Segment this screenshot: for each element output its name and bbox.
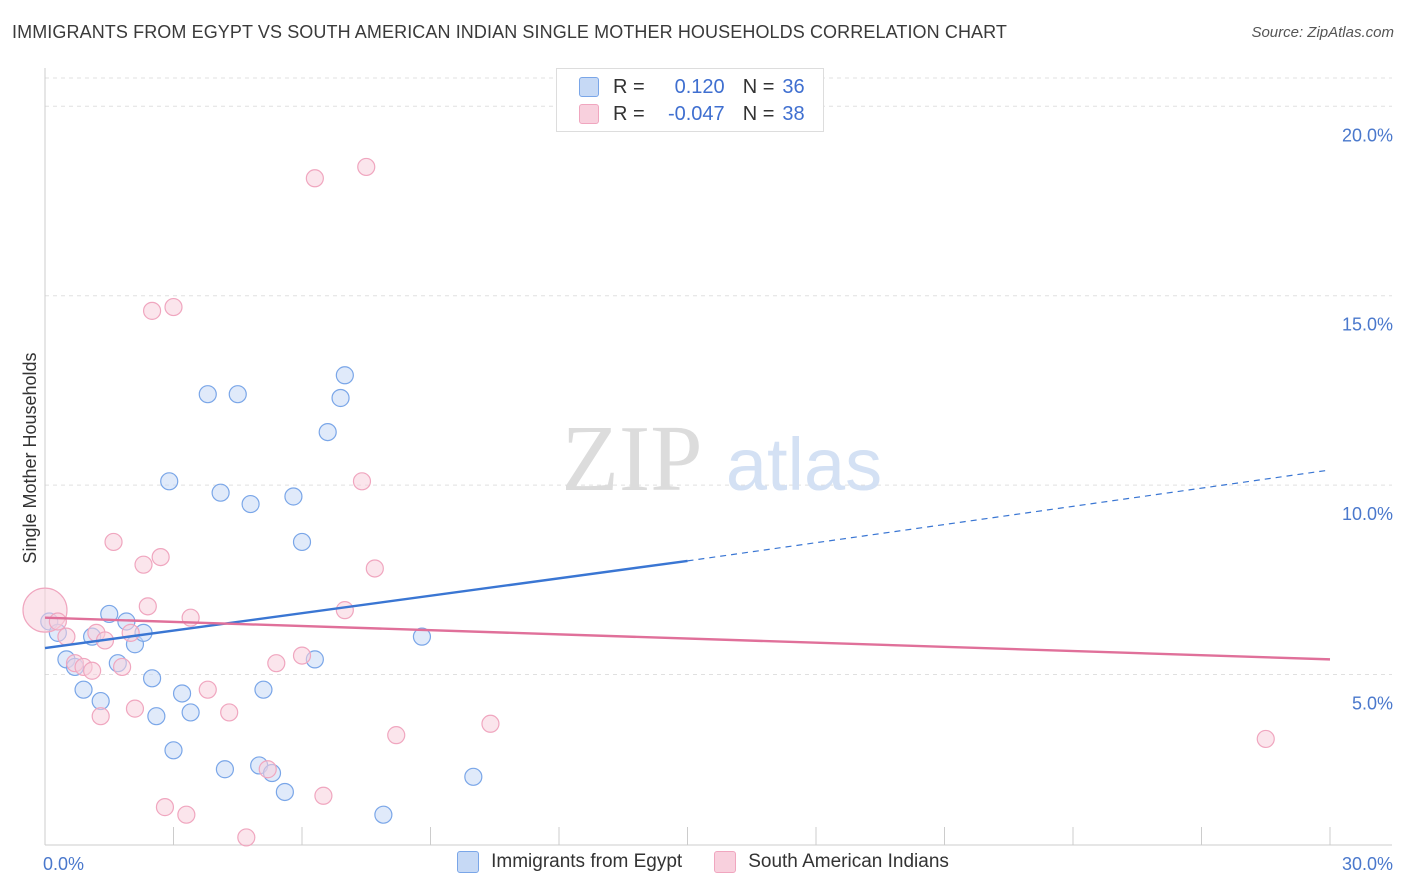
data-point [138, 597, 157, 616]
watermark-atlas: atlas [726, 423, 882, 506]
data-point [142, 301, 162, 320]
data-point [1256, 729, 1275, 749]
data-point [121, 623, 140, 642]
watermark-zip: ZIP [562, 407, 703, 511]
n-label: N = [742, 75, 775, 98]
data-point [220, 703, 239, 722]
legend-label-south-american: South American Indians [748, 851, 949, 872]
trend-line-extension-0 [687, 469, 1331, 562]
stats-legend-row-south-american: R = -0.047 N = 38 [579, 102, 805, 126]
data-point [198, 680, 217, 699]
r-label: R = [613, 102, 645, 125]
data-point [112, 657, 132, 677]
data-point [83, 661, 102, 680]
n-value-egypt: 36 [782, 75, 805, 98]
egypt-swatch-icon [579, 77, 599, 97]
y-tick-label: 5.0% [1352, 694, 1393, 714]
data-point [91, 707, 110, 726]
data-point [374, 805, 393, 824]
data-point [57, 627, 76, 646]
r-value-south-american: -0.047 [667, 102, 725, 125]
data-point [292, 646, 312, 665]
data-point [74, 680, 93, 699]
south-american-legend-swatch-icon [714, 851, 737, 873]
y-tick-label: 20.0% [1342, 125, 1393, 145]
data-point [292, 532, 312, 552]
data-point [237, 828, 256, 847]
watermark: ZIP atlas [562, 407, 883, 511]
data-point [284, 487, 303, 506]
data-point [160, 472, 179, 491]
data-point [318, 422, 337, 442]
data-point [134, 555, 153, 574]
stats-legend: R = 0.120 N = 36 R = -0.047 N = 38 [556, 68, 824, 132]
y-tick-label: 15.0% [1342, 315, 1393, 335]
data-point [181, 703, 200, 722]
data-point [254, 680, 273, 699]
tick-labels: 5.0% 10.0% 15.0% 20.0% 0.0% 30.0% [43, 125, 1393, 874]
axes [44, 68, 1392, 846]
data-point [91, 691, 110, 711]
data-point [412, 627, 432, 646]
data-point [100, 604, 119, 624]
data-point [104, 532, 123, 552]
data-point [198, 385, 217, 404]
data-point [275, 782, 294, 802]
series-0 [40, 366, 483, 824]
trend-lines [44, 469, 1331, 661]
data-point [151, 547, 170, 567]
legend-item-south-american: South American Indians [714, 851, 949, 873]
data-point [125, 699, 145, 718]
y-tick-label: 10.0% [1342, 504, 1393, 524]
chart-source: Source: ZipAtlas.com [1251, 24, 1394, 41]
data-point [331, 388, 350, 408]
chart-title: IMMIGRANTS FROM EGYPT VS SOUTH AMERICAN … [12, 22, 1008, 42]
data-point [352, 472, 372, 491]
data-point [211, 483, 230, 502]
data-point [335, 366, 354, 385]
data-point [258, 760, 277, 779]
data-point [48, 612, 67, 631]
data-point [314, 786, 333, 805]
data-point [387, 726, 406, 745]
data-point [164, 741, 183, 760]
grid-lines [45, 77, 1392, 676]
series-legend: Immigrants from Egypt South American Ind… [0, 851, 1406, 873]
series-1 [22, 157, 1275, 847]
data-point [164, 297, 183, 317]
data-point [241, 494, 260, 514]
data-point [365, 559, 384, 578]
data-point [172, 684, 192, 703]
south-american-swatch-icon [579, 104, 599, 124]
trend-line-1 [44, 616, 1331, 661]
r-value-egypt: 0.120 [674, 75, 725, 98]
data-point [305, 169, 324, 188]
n-label: N = [742, 102, 775, 125]
data-point [177, 805, 196, 824]
stats-legend-row-egypt: R = 0.120 N = 36 [579, 75, 805, 99]
data-point [228, 385, 247, 404]
data-point [464, 767, 483, 786]
egypt-legend-swatch-icon [457, 851, 480, 873]
trend-line-0 [44, 559, 688, 650]
data-point [147, 707, 166, 726]
data-point [267, 654, 286, 673]
data-point [481, 714, 500, 733]
data-point [335, 601, 354, 620]
legend-item-egypt: Immigrants from Egypt [457, 851, 682, 873]
r-label: R = [613, 75, 645, 98]
y-axis-label: Single Mother Households [20, 352, 40, 563]
legend-label-egypt: Immigrants from Egypt [491, 851, 683, 872]
data-point [142, 669, 162, 688]
data-point [357, 157, 376, 177]
x-tick-label-min: 0.0% [43, 854, 84, 874]
x-tick-label-max: 30.0% [1342, 854, 1393, 874]
data-point [215, 760, 234, 779]
data-point [155, 798, 175, 817]
n-value-south-american: 38 [782, 102, 805, 125]
